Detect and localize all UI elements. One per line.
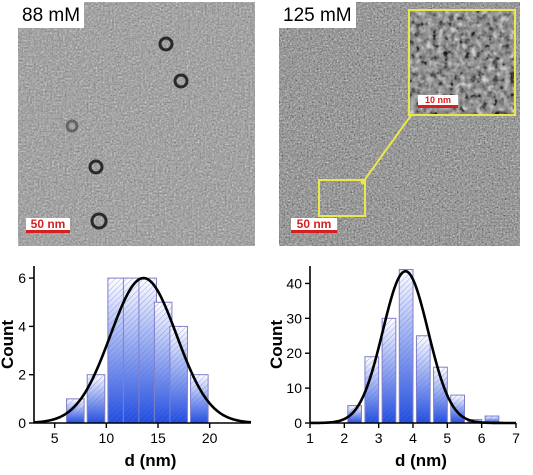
micrograph-texture bbox=[18, 2, 255, 246]
x-tick-label: 6 bbox=[478, 430, 486, 446]
x-axis-label: d (nm) bbox=[395, 451, 447, 470]
x-tick-label: 5 bbox=[443, 430, 451, 446]
histogram-bar-hatch bbox=[450, 395, 465, 423]
histogram-bar-hatch bbox=[347, 405, 362, 423]
x-tick-label: 1 bbox=[306, 430, 314, 446]
histogram-bar-hatch bbox=[382, 318, 396, 423]
histogram-bar-hatch bbox=[87, 374, 105, 423]
y-tick-label: 6 bbox=[18, 270, 26, 286]
y-tick-label: 40 bbox=[286, 275, 302, 291]
histogram-88mm: 5 10 15 20 0 2 4 6 d (nm) Count bbox=[0, 266, 252, 470]
x-tick-label: 5 bbox=[51, 430, 59, 446]
scale-bar-line bbox=[291, 230, 337, 233]
histogram-bar-hatch bbox=[485, 416, 499, 423]
micrograph-texture bbox=[279, 2, 520, 246]
y-tick-label: 0 bbox=[294, 415, 302, 431]
zoom-inset: 10 nm bbox=[408, 9, 516, 116]
inset-texture bbox=[410, 11, 514, 114]
scale-bar: 50 nm bbox=[26, 218, 70, 233]
concentration-label: 88 mM bbox=[18, 2, 85, 28]
zoom-connector-line bbox=[362, 113, 413, 183]
histogram-bar-hatch bbox=[123, 278, 141, 423]
y-axis-label: Count bbox=[267, 320, 286, 369]
y-tick-label: 30 bbox=[286, 310, 302, 326]
concentration-label: 125 mM bbox=[279, 2, 356, 28]
histogram-bar-hatch bbox=[107, 278, 126, 423]
zoom-connector-start bbox=[360, 179, 366, 185]
particle bbox=[65, 119, 79, 133]
histogram-bar-hatch bbox=[433, 367, 448, 423]
particles bbox=[65, 36, 189, 230]
x-tick-label: 2 bbox=[340, 430, 348, 446]
scale-bar-line bbox=[26, 230, 70, 233]
histogram-bar-hatch bbox=[364, 356, 379, 423]
particle bbox=[158, 36, 174, 52]
histogram-bar-hatch bbox=[399, 269, 413, 423]
histogram-bar-hatch bbox=[154, 302, 172, 423]
gaussian-fit-line bbox=[33, 276, 252, 424]
x-tick-label: 7 bbox=[512, 430, 520, 446]
inset-scale-bar-label: 10 nm bbox=[418, 95, 458, 105]
y-axis-label: Count bbox=[0, 320, 17, 369]
x-tick-label: 10 bbox=[99, 430, 115, 446]
y-tick-label: 2 bbox=[18, 367, 26, 383]
x-tick-label: 15 bbox=[150, 430, 166, 446]
y-tick-label: 0 bbox=[18, 415, 26, 431]
inset-scale-bar: 10 nm bbox=[418, 95, 458, 108]
particle bbox=[88, 159, 104, 175]
x-tick-label: 3 bbox=[375, 430, 383, 446]
histogram-bar-hatch bbox=[138, 278, 157, 423]
zoom-region-box bbox=[318, 179, 366, 217]
scale-bar: 50 nm bbox=[291, 218, 337, 233]
y-tick-label: 20 bbox=[286, 345, 302, 361]
particle bbox=[173, 73, 189, 89]
y-tick-label: 4 bbox=[18, 318, 26, 334]
y-tick-label: 10 bbox=[286, 380, 302, 396]
scale-bar-label: 50 nm bbox=[291, 218, 337, 230]
inset-scale-bar-line bbox=[418, 105, 458, 108]
histogram-125mm: 1 2 3 4 5 6 7 0 10 20 30 40 d (nm) Count bbox=[267, 266, 520, 470]
scale-bar-label: 50 nm bbox=[26, 218, 70, 230]
histogram-bar-hatch bbox=[190, 374, 209, 423]
x-tick-label: 20 bbox=[202, 430, 218, 446]
x-axis-label: d (nm) bbox=[125, 451, 177, 470]
histogram-bar-hatch bbox=[416, 335, 431, 423]
histogram-bar-hatch bbox=[66, 398, 85, 423]
micrograph-88mm: 88 mM 50 nm bbox=[18, 2, 255, 246]
particle bbox=[90, 212, 108, 230]
x-tick-label: 4 bbox=[409, 430, 417, 446]
micrograph-125mm: 125 mM 10 nm 50 nm bbox=[279, 2, 520, 246]
